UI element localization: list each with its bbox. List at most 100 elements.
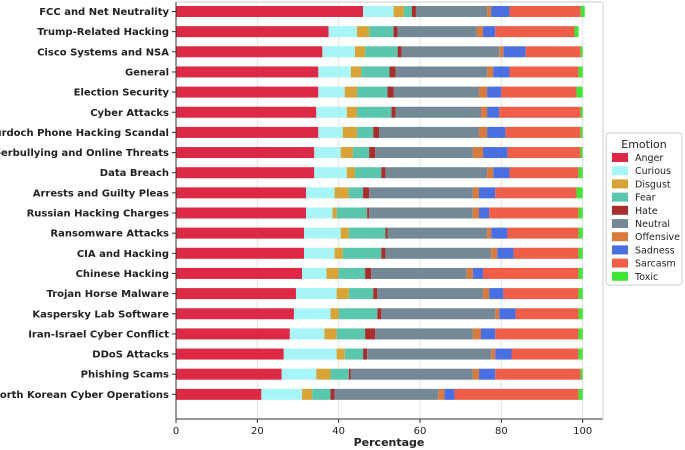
bar-row — [176, 288, 583, 300]
bar-segment-sarcasm — [509, 66, 579, 78]
bar-segment-curious — [318, 86, 345, 98]
bar-segment-neutral — [375, 328, 473, 340]
bar-segment-sadness — [503, 46, 526, 58]
bar-segment-anger — [176, 288, 296, 300]
category-label: Trump-Related Hacking — [37, 27, 169, 38]
bar-row — [176, 86, 583, 98]
bar-segment-anger — [176, 328, 290, 340]
bar-row — [176, 328, 583, 340]
bar-segment-toxic — [578, 167, 583, 179]
bar-segment-sadness — [495, 348, 512, 360]
bar-segment-fear — [348, 187, 364, 199]
bar-row — [176, 207, 583, 219]
bar-segment-offensive — [487, 227, 492, 239]
bar-segment-sarcasm — [515, 308, 579, 320]
bar-segment-neutral — [385, 167, 488, 179]
bar-segment-disgust — [393, 6, 404, 17]
bar-segment-disgust — [344, 86, 357, 98]
bar-segment-hate — [373, 126, 380, 138]
bar-segment-hate — [363, 187, 370, 199]
bar-segment-fear — [338, 267, 366, 279]
bar-segment-offensive — [487, 6, 492, 17]
bar-segment-sadness — [487, 106, 500, 118]
bar-segment-sarcasm — [495, 26, 575, 38]
bar-segment-disgust — [336, 288, 349, 300]
bar-segment-anger — [176, 267, 303, 279]
bar-segment-toxic — [578, 348, 583, 360]
bar-segment-fear — [361, 66, 390, 78]
bar-segment-neutral — [371, 267, 467, 279]
legend-label-fear: Fear — [635, 193, 656, 204]
bar-segment-sadness — [491, 227, 508, 239]
category-label: Iran-Israel Cyber Conflict — [28, 329, 169, 340]
legend-label-sarcasm: Sarcasm — [635, 259, 676, 270]
category-label: Kaspersky Lab Software — [32, 309, 169, 320]
bar-segment-anger — [176, 46, 323, 58]
legend-swatch-toxic — [612, 271, 628, 281]
bar-segment-offensive — [499, 46, 504, 58]
bar-segment-offensive — [472, 187, 479, 199]
bar-segment-fear — [365, 46, 398, 58]
x-axis-title: Percentage — [354, 436, 425, 449]
bar-segment-sarcasm — [483, 267, 579, 279]
bar-segment-offensive — [487, 167, 494, 179]
bar-segment-offensive — [483, 288, 490, 300]
bar-segment-sarcasm — [507, 147, 581, 159]
bar-segment-anger — [176, 26, 329, 38]
category-label: North Korean Cyber Operations — [0, 390, 169, 401]
legend-title: Emotion — [621, 138, 666, 151]
category-labels: FCC and Net Neutrality Trump-Related Hack… — [0, 7, 176, 401]
bar-segment-disgust — [340, 227, 349, 239]
bar-segment-sarcasm — [511, 348, 579, 360]
bar-segment-fear — [336, 328, 366, 340]
category-label: Cisco Systems and NSA — [37, 47, 169, 58]
bar-segment-sadness — [478, 368, 496, 380]
bar-segment-sarcasm — [525, 46, 581, 58]
bar-segment-toxic — [578, 288, 583, 300]
bar-segment-anger — [176, 147, 315, 159]
bar-segment-toxic — [580, 126, 583, 138]
x-tick-label: 0 — [173, 426, 179, 437]
bar-segment-offensive — [476, 26, 484, 38]
bar-segment-disgust — [356, 26, 370, 38]
bar-segment-disgust — [342, 126, 357, 138]
bar-segment-sarcasm — [489, 207, 579, 219]
bar-segment-anger — [176, 348, 284, 360]
bar-segment-hate — [330, 388, 335, 400]
bar-segment-hate — [365, 267, 372, 279]
bar-segment-neutral — [385, 247, 492, 259]
bar-segment-hate — [377, 308, 382, 320]
bar-row — [176, 187, 583, 199]
bar-segment-neutral — [350, 368, 473, 380]
bar-segment-sarcasm — [495, 368, 581, 380]
legend-swatch-anger — [612, 153, 628, 162]
bar-segment-disgust — [346, 106, 357, 118]
bar-segment-neutral — [369, 187, 473, 199]
bar-segment-fear — [330, 368, 349, 380]
legend-label-curious: Curious — [635, 166, 671, 177]
bar-segment-toxic — [578, 388, 583, 400]
legend: Emotion Anger Curious Disgust Fear Hate Neutr… — [605, 132, 683, 286]
bar-segment-curious — [283, 348, 337, 360]
bar-segment-toxic — [580, 147, 583, 159]
bar-segment-sarcasm — [499, 106, 581, 118]
x-tick-label: 60 — [414, 426, 427, 437]
bar-segment-disgust — [346, 167, 355, 179]
bar-segment-anger — [176, 388, 262, 400]
bar-segment-toxic — [578, 66, 583, 78]
bar-segment-toxic — [578, 247, 583, 259]
bar-segment-sadness — [483, 147, 508, 159]
bar-segment-fear — [403, 6, 412, 17]
bars-layer — [176, 6, 585, 400]
bar-row — [176, 247, 583, 259]
bar-segment-toxic — [578, 328, 583, 340]
bar-segment-hate — [387, 86, 394, 98]
bar-segment-curious — [363, 6, 394, 17]
bar-segment-anger — [176, 247, 305, 259]
bar-segment-curious — [295, 288, 337, 300]
bar-segment-toxic — [580, 6, 585, 17]
legend-swatch-neutral — [612, 219, 628, 228]
bar-segment-offensive — [487, 66, 494, 78]
category-label: Murdoch Phone Hacking Scandal — [0, 128, 169, 139]
bar-segment-anger — [176, 207, 307, 219]
